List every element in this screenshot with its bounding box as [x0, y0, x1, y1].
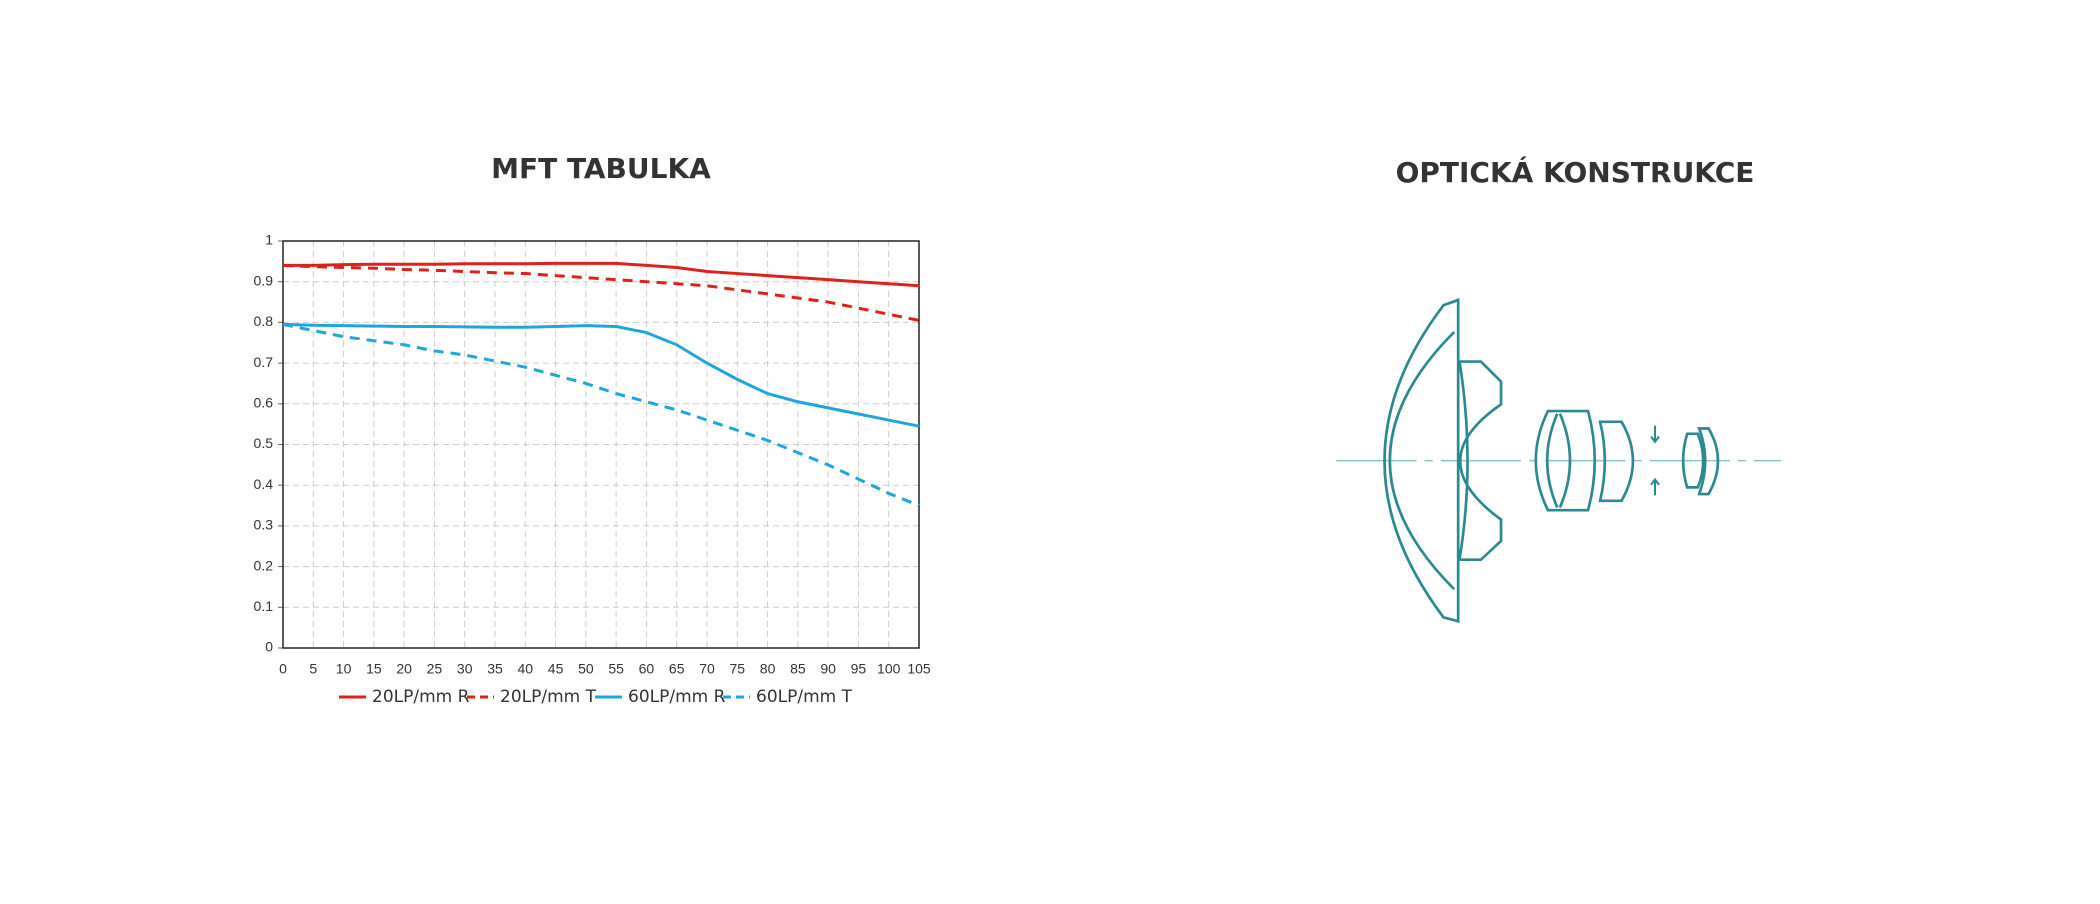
y-tick-label: 0.3: [254, 517, 274, 533]
legend-label: 60LP/mm R: [628, 687, 726, 707]
x-tick-label: 0: [279, 661, 287, 677]
y-tick-label: 0.8: [254, 313, 274, 329]
x-tick-label: 80: [760, 661, 776, 677]
x-tick-label: 50: [578, 661, 594, 677]
plot-frame: [282, 240, 920, 649]
x-tick-label: 55: [608, 661, 624, 677]
y-tick-label: 1: [265, 232, 273, 248]
lens-element: [1457, 360, 1503, 562]
lens-element: [1534, 409, 1597, 512]
lens-surface: [1388, 331, 1456, 591]
diagram-title: OPTICKÁ KONSTRUKCE: [1396, 155, 1755, 189]
x-tick-label: 105: [907, 661, 931, 677]
x-tick-label: 100: [877, 661, 901, 677]
y-tick-label: 0.7: [254, 354, 274, 370]
aperture-stop: [1650, 425, 1660, 496]
x-tick-label: 90: [820, 661, 836, 677]
lens-diagram: [1336, 298, 1781, 624]
y-tick-label: 0.6: [254, 395, 274, 411]
x-tick-label: 15: [366, 661, 382, 677]
x-tick-label: 70: [699, 661, 715, 677]
x-tick-label: 45: [548, 661, 564, 677]
legend-label: 60LP/mm T: [756, 687, 853, 707]
x-tick-label: 20: [396, 661, 412, 677]
line-series: [282, 263, 920, 322]
x-tick-label: 10: [336, 661, 352, 677]
chart-title: MFT TABULKA: [491, 152, 711, 185]
lens-element: [1681, 432, 1705, 489]
y-tick-label: 0.4: [254, 476, 274, 492]
legend-label: 20LP/mm R: [372, 687, 470, 707]
x-tick-label: 40: [517, 661, 533, 677]
x-tick-label: 35: [487, 661, 503, 677]
legend-label: 20LP/mm T: [500, 687, 597, 707]
x-tick-label: 60: [639, 661, 655, 677]
lens-element: [1383, 298, 1460, 624]
x-tick-label: 75: [729, 661, 745, 677]
lens-element: [1598, 420, 1635, 503]
x-tick-label: 5: [309, 661, 317, 677]
y-tick-label: 0.9: [254, 272, 274, 288]
x-tick-label: 95: [851, 661, 867, 677]
x-tick-label: 65: [669, 661, 685, 677]
y-tick-label: 0.5: [254, 435, 274, 451]
line-series: [283, 261, 920, 288]
lens-element: [1697, 427, 1720, 496]
x-tick-label: 25: [427, 661, 443, 677]
x-tick-label: 30: [457, 661, 473, 677]
line-series: [282, 322, 920, 428]
line-series: [282, 322, 920, 507]
y-tick-label: 0: [265, 639, 273, 655]
y-tick-label: 0.2: [254, 557, 274, 573]
y-tick-label: 0.1: [254, 598, 274, 614]
lens-surface: [1545, 413, 1572, 509]
x-tick-label: 85: [790, 661, 806, 677]
